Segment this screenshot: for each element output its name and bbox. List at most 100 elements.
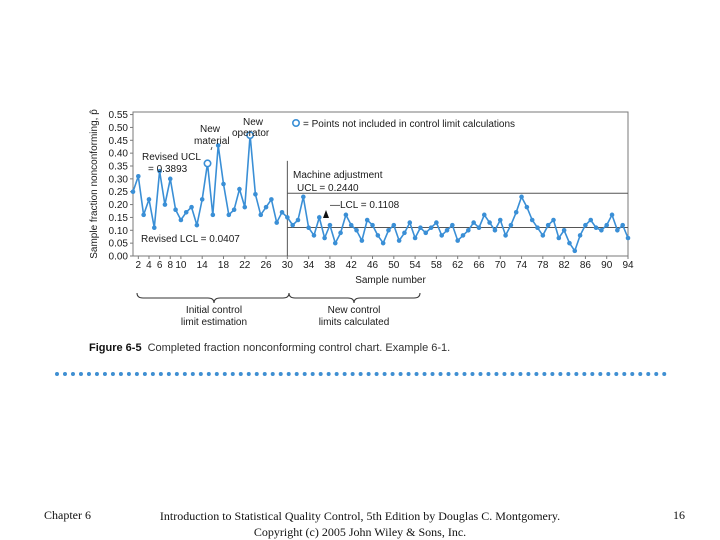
plot-frame [132,111,629,257]
data-point [269,197,274,202]
data-point [215,143,221,148]
data-point [226,212,232,218]
data-point [316,215,322,220]
data-point [173,207,178,213]
x-tick-label: 14 [197,260,209,271]
y-tick-label: 0.35 [109,162,129,173]
x-tick-label: 54 [410,260,422,271]
y-tick-label: 0.15 [109,213,129,224]
data-point [450,222,455,228]
annotation-machine-adjustment: Machine adjustment [293,170,383,181]
x-tick-label: 6 [157,260,163,271]
data-point [599,227,604,233]
excluded-point [246,131,255,140]
x-tick-label: 38 [324,260,336,271]
data-point [210,212,216,218]
y-tick-label: 0.00 [109,252,129,263]
series-line [132,135,629,253]
data-point [577,233,583,238]
footer-citation-line1: Introduction to Statistical Quality Cont… [159,509,561,523]
annotation-new-material: New [200,124,221,135]
data-point [364,217,370,223]
y-tick-label: 0.45 [109,136,129,147]
excluded-point [203,159,212,168]
data-point [609,212,615,218]
data-point [237,186,242,192]
data-point [242,204,248,210]
data-point [519,194,524,200]
brace-label-new-2: limits calculated [319,317,390,328]
x-tick-label: 78 [537,260,549,271]
footer-chapter: Chapter 6 [44,508,91,522]
x-tick-label: 50 [388,260,400,271]
footer-citation-line2: Copyright (c) 2005 John Wiley & Sons, In… [253,525,467,539]
data-point [263,204,269,210]
data-point [162,202,168,207]
annotation-new-operator: New [243,117,264,128]
data-point [354,227,359,233]
data-point [285,215,290,220]
data-point [402,230,407,236]
data-point [141,212,146,218]
data-point [332,240,338,246]
data-point [130,189,136,195]
initial-limits-brace [136,292,290,304]
y-tick-label: 0.50 [109,123,129,134]
x-tick-label: 74 [516,260,528,271]
data-point [327,222,333,228]
data-point [301,194,306,200]
data-point [556,235,562,241]
data-point [529,217,535,223]
y-tick-label: 0.55 [109,110,129,121]
data-point [151,225,157,231]
data-point [391,222,397,228]
data-point [583,222,588,228]
annotation-ucl-new: UCL = 0.2440 [297,183,359,194]
data-point [189,204,194,210]
annotation-revised-ucl: Revised UCL [142,152,201,163]
x-tick-label: 86 [580,260,592,271]
brace-label-new: New control [328,305,381,316]
data-point [396,238,402,243]
data-point [194,222,200,228]
x-tick-label: 90 [601,260,613,271]
data-point [513,209,519,215]
figure-caption-text: Completed fraction nonconforming control… [147,342,451,354]
data-point [567,240,572,246]
data-point [604,222,610,228]
annotation-new-material-2: material [194,136,230,147]
brace-label-initial-2: limit estimation [181,317,247,328]
data-point [306,225,311,231]
data-point [274,220,280,225]
data-point [136,173,141,179]
x-tick-label: 4 [146,260,152,271]
data-point [157,168,162,174]
x-tick-label: 30 [282,260,294,271]
data-point [434,220,439,225]
data-point [620,222,625,228]
data-point [375,233,381,238]
data-point [359,238,365,243]
data-point [572,248,578,254]
data-point [508,222,514,228]
data-point [503,233,508,238]
data-point [625,235,631,241]
x-tick-label: 22 [239,260,251,271]
data-point [497,217,503,223]
footer-page-number: 16 [673,508,685,522]
data-point [258,212,264,218]
data-point [348,222,354,228]
y-tick-label: 0.05 [109,239,129,250]
data-point [311,233,317,238]
data-point [439,233,445,238]
dotted-divider [55,372,667,376]
data-point [295,217,301,223]
data-point [466,227,471,233]
data-point [370,222,375,228]
data-point [418,225,423,231]
x-tick-label: 18 [218,260,230,271]
x-tick-label: 62 [452,260,464,271]
data-point [444,227,450,233]
data-point [428,225,434,231]
data-point [492,227,498,233]
